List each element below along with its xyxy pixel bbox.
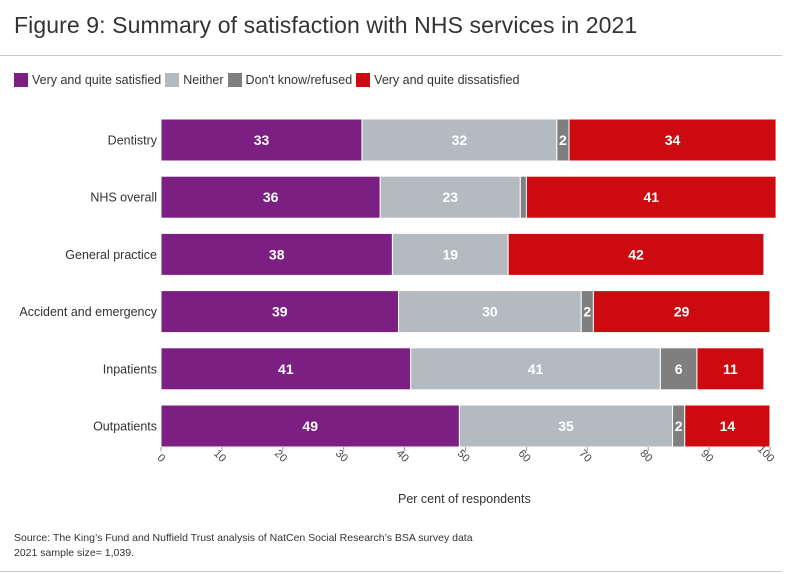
category-label-accident-and-emergency: Accident and emergency <box>19 305 157 319</box>
x-tick-label-0: 0 <box>155 452 168 465</box>
data-label-outpatients-very-and-quite-dissatisfied: 14 <box>720 418 736 434</box>
data-label-general-practice-neither: 19 <box>442 246 458 262</box>
x-axis-title: Per cent of respondents <box>398 492 531 506</box>
bar-accident-and-emergency-very-and-quite-dissatisfied <box>592 290 771 334</box>
bar-inpatients-very-and-quite-dissatisfied <box>696 347 765 391</box>
legend: Very and quite satisfied Neither Don't k… <box>14 73 523 87</box>
data-label-dentistry-neither: 32 <box>452 132 468 148</box>
bar-outpatients-neither <box>458 404 674 448</box>
sample-size-line: 2021 sample size= 1,039. <box>14 547 134 559</box>
legend-label-dont-know: Don't know/refused <box>245 73 353 87</box>
legend-swatch-neither <box>165 73 180 87</box>
legend-label-dissatisfied: Very and quite dissatisfied <box>374 73 520 87</box>
source-note: Source: The King’s Fund and Nuffield Tru… <box>14 531 473 561</box>
bar-nhs-overall-very-and-quite-dissatisfied <box>525 175 777 219</box>
data-label-accident-and-emergency-neither: 30 <box>482 304 498 320</box>
category-label-outpatients: Outpatients <box>93 420 157 434</box>
bar-accident-and-emergency-neither <box>398 290 582 334</box>
data-label-nhs-overall-very-and-quite-dissatisfied: 41 <box>643 189 659 205</box>
legend-item-dissatisfied: Very and quite dissatisfied <box>356 73 519 87</box>
data-label-inpatients-neither: 41 <box>528 361 544 377</box>
data-label-general-practice-very-and-quite-satisfied: 38 <box>269 246 285 262</box>
legend-item-neither: Neither <box>165 73 224 87</box>
data-label-accident-and-emergency-very-and-quite-dissatisfied: 29 <box>674 304 690 320</box>
legend-swatch-dont-know <box>227 73 242 87</box>
bar-inpatients-don-t-know-refused <box>659 347 698 391</box>
data-label-inpatients-very-and-quite-satisfied: 41 <box>278 361 294 377</box>
legend-swatch-dissatisfied <box>356 73 371 87</box>
x-tick-label-90: 90 <box>698 448 715 465</box>
title-divider <box>0 55 782 56</box>
bar-nhs-overall-very-and-quite-satisfied <box>160 175 381 219</box>
x-tick-label-20: 20 <box>272 448 289 465</box>
bar-nhs-overall-neither <box>379 175 521 219</box>
category-label-dentistry: Dentistry <box>108 134 158 148</box>
data-label-outpatients-very-and-quite-satisfied: 49 <box>302 418 318 434</box>
x-tick-label-10: 10 <box>211 448 228 465</box>
x-tick-label-60: 60 <box>516 448 533 465</box>
bar-accident-and-emergency-very-and-quite-satisfied <box>160 290 400 334</box>
legend-item-satisfied: Very and quite satisfied <box>14 73 161 87</box>
bar-inpatients-very-and-quite-satisfied <box>160 347 412 391</box>
category-label-inpatients: Inpatients <box>103 362 157 376</box>
data-label-general-practice-very-and-quite-dissatisfied: 42 <box>628 246 644 262</box>
data-label-inpatients-don-t-know-refused: 6 <box>675 361 683 377</box>
data-label-dentistry-very-and-quite-satisfied: 33 <box>254 132 270 148</box>
x-tick-label-40: 40 <box>394 448 411 465</box>
bar-dentistry-very-and-quite-dissatisfied <box>568 118 777 162</box>
data-label-dentistry-very-and-quite-dissatisfied: 34 <box>665 132 681 148</box>
chart-title: Figure 9: Summary of satisfaction with N… <box>14 12 638 38</box>
legend-swatch-satisfied <box>14 73 28 87</box>
bar-nhs-overall-don-t-know-refused <box>519 175 527 219</box>
category-label-general-practice: General practice <box>65 248 157 262</box>
bar-outpatients-very-and-quite-dissatisfied <box>684 404 771 448</box>
legend-label-neither: Neither <box>183 73 224 87</box>
category-label-nhs-overall: NHS overall <box>90 191 157 205</box>
data-label-inpatients-very-and-quite-dissatisfied: 11 <box>723 361 738 377</box>
x-tick-label-80: 80 <box>637 448 654 465</box>
legend-label-satisfied: Very and quite satisfied <box>32 73 162 87</box>
legend-item-dont-know: Don't know/refused <box>227 73 353 87</box>
x-tick-label-50: 50 <box>455 448 472 465</box>
bottom-divider <box>0 571 782 572</box>
bar-general-practice-very-and-quite-dissatisfied <box>507 232 765 276</box>
bar-inpatients-neither <box>410 347 661 391</box>
data-label-nhs-overall-neither: 23 <box>442 189 458 205</box>
data-label-outpatients-don-t-know-refused: 2 <box>675 418 683 434</box>
bar-general-practice-very-and-quite-satisfied <box>160 232 393 276</box>
x-tick-label-70: 70 <box>577 448 594 465</box>
data-label-nhs-overall-very-and-quite-satisfied: 36 <box>263 189 279 205</box>
data-label-accident-and-emergency-don-t-know-refused: 2 <box>583 304 591 320</box>
data-label-outpatients-neither: 35 <box>558 418 574 434</box>
data-label-dentistry-don-t-know-refused: 2 <box>559 132 567 148</box>
x-tick-label-30: 30 <box>333 448 350 465</box>
source-line: Source: The King’s Fund and Nuffield Tru… <box>14 532 473 544</box>
data-label-accident-and-emergency-very-and-quite-satisfied: 39 <box>272 304 288 320</box>
bar-general-practice-neither <box>391 232 509 276</box>
